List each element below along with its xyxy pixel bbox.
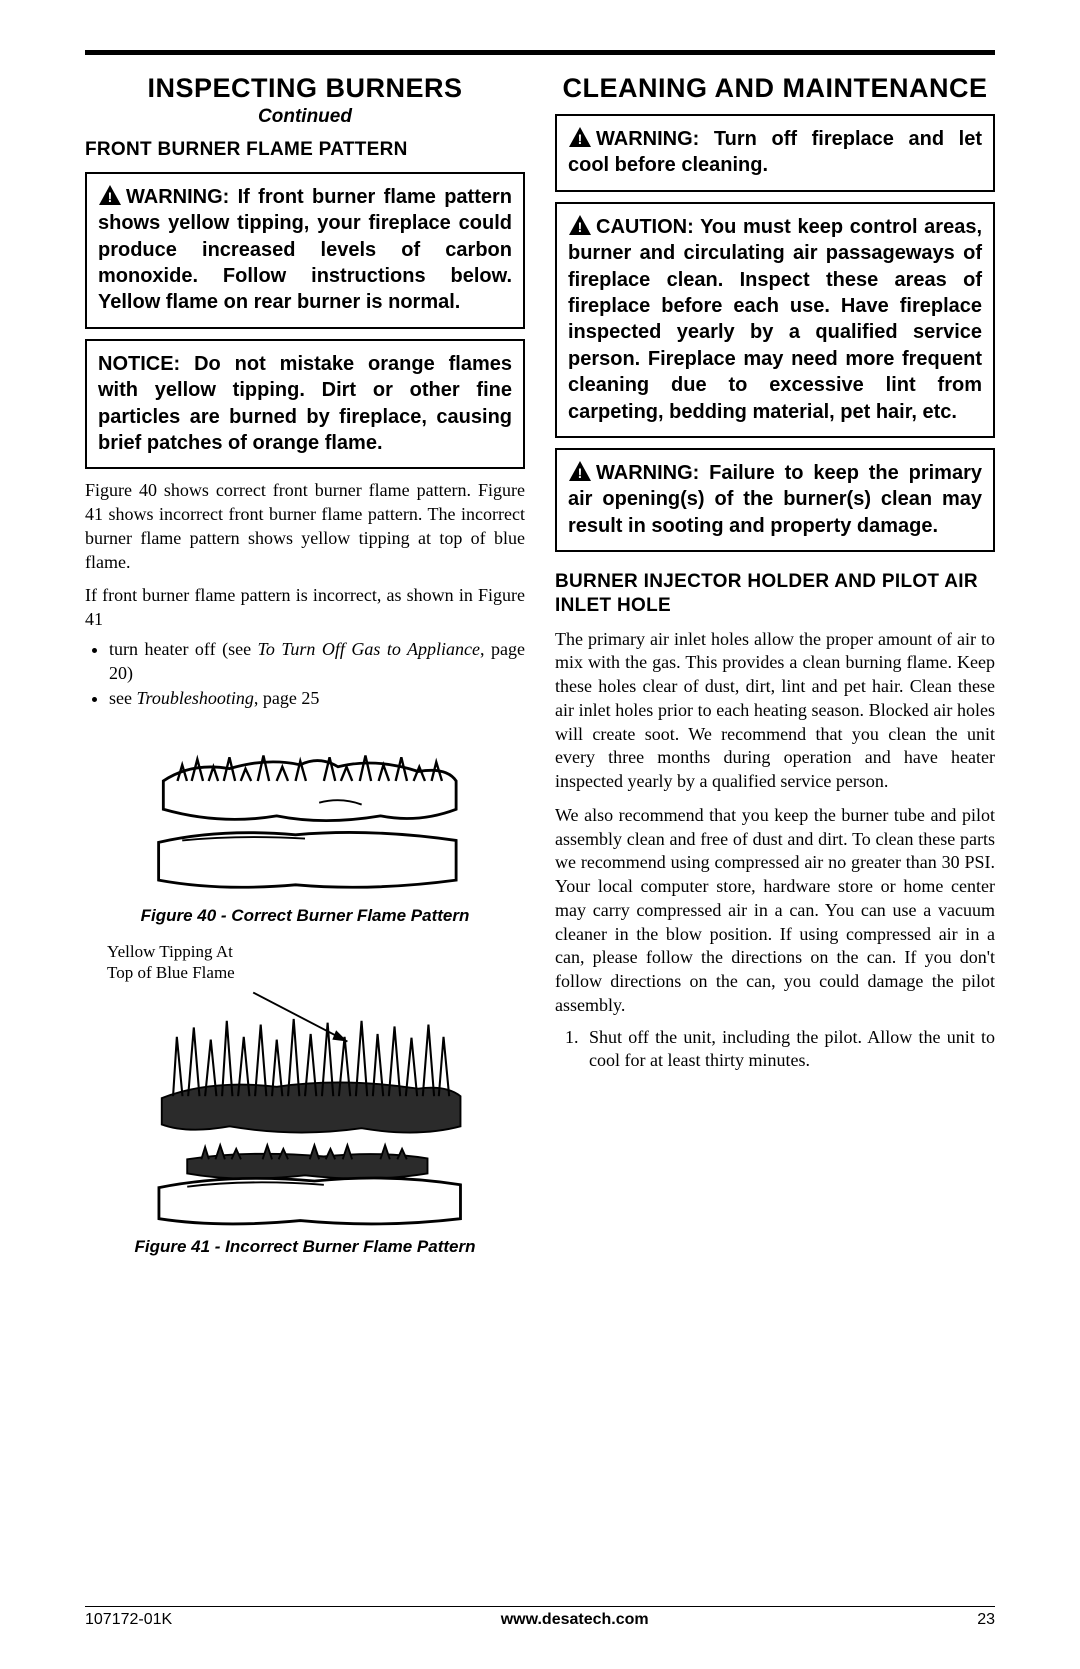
caution-text: CAUTION: You must keep control areas, bu… [568, 216, 982, 423]
svg-text:!: ! [578, 131, 583, 147]
section-title-inspecting: INSPECTING BURNERS [85, 73, 525, 104]
footer-page-number: 23 [977, 1611, 995, 1629]
right-column: CLEANING AND MAINTENANCE ! WARNING: Turn… [555, 73, 995, 1257]
warning-icon: ! [568, 460, 592, 482]
footer-doc-number: 107172-01K [85, 1611, 172, 1629]
subtitle-burner-injector: BURNER INJECTOR HOLDER AND PILOT AIR INL… [555, 570, 995, 618]
bullet1-italic: To Turn Off Gas to Appliance [258, 639, 480, 659]
notice-box-orange-flame: NOTICE: Do not mistake orange flames wit… [85, 339, 525, 470]
warning-icon: ! [98, 184, 122, 206]
warning-box-front-burner: ! WARNING: If front burner flame pattern… [85, 172, 525, 329]
svg-text:!: ! [108, 189, 113, 205]
warning-icon: ! [568, 126, 592, 148]
figure-40: Figure 40 - Correct Burner Flame Pattern [85, 729, 525, 926]
warning-text-primary-air: WARNING: Failure to keep the primary air… [568, 462, 982, 537]
bullet2-italic: Troubleshooting [136, 688, 253, 708]
subtitle-front-burner: FRONT BURNER FLAME PATTERN [85, 138, 525, 162]
bullet2-pre: see [109, 688, 136, 708]
step-item: Shut off the unit, including the pilot. … [583, 1026, 995, 1074]
warning-box-primary-air: ! WARNING: Failure to keep the primary a… [555, 448, 995, 552]
warning-box-turn-off: ! WARNING: Turn off fireplace and let co… [555, 114, 995, 192]
svg-text:!: ! [578, 219, 583, 235]
figure-41-annotation: Yellow Tipping At Top of Blue Flame [107, 942, 525, 983]
caution-box-keep-clean: ! CAUTION: You must keep control areas, … [555, 202, 995, 438]
bullet2-post: , page 25 [254, 688, 319, 708]
warning-text-turn-off: WARNING: Turn off fireplace and let cool… [568, 128, 982, 176]
step-1-text: Shut off the unit, including the pilot. … [589, 1027, 995, 1071]
body-para-figure-intro: Figure 40 shows correct front burner fla… [85, 479, 525, 574]
continued-label: Continued [85, 106, 525, 128]
notice-text: NOTICE: Do not mistake orange flames wit… [98, 353, 512, 454]
figure-41-caption: Figure 41 - Incorrect Burner Flame Patte… [85, 1236, 525, 1257]
body-para-compressed-air: We also recommend that you keep the burn… [555, 804, 995, 1018]
bullet1-pre: turn heater off (see [109, 639, 258, 659]
two-column-layout: INSPECTING BURNERS Continued FRONT BURNE… [85, 73, 995, 1257]
figure-41: Figure 41 - Incorrect Burner Flame Patte… [85, 985, 525, 1257]
svg-text:!: ! [578, 465, 583, 481]
section-title-cleaning: CLEANING AND MAINTENANCE [555, 73, 995, 104]
footer-url: www.desatech.com [501, 1611, 649, 1629]
figure-41-svg [135, 985, 475, 1230]
footer-rule [85, 1606, 995, 1607]
warning-icon: ! [568, 214, 592, 236]
list-item: turn heater off (see To Turn Off Gas to … [109, 638, 525, 686]
top-rule [85, 50, 995, 55]
warning-text-1: WARNING: If front burner flame pattern s… [98, 186, 512, 314]
bullet-list: turn heater off (see To Turn Off Gas to … [85, 638, 525, 711]
left-column: INSPECTING BURNERS Continued FRONT BURNE… [85, 73, 525, 1257]
figure-40-caption: Figure 40 - Correct Burner Flame Pattern [85, 905, 525, 926]
list-item: see Troubleshooting, page 25 [109, 687, 525, 711]
page-footer: 107172-01K www.desatech.com 23 [85, 1606, 995, 1629]
body-para-incorrect-intro: If front burner flame pattern is incorre… [85, 584, 525, 632]
numbered-steps: Shut off the unit, including the pilot. … [555, 1026, 995, 1074]
body-para-air-inlet: The primary air inlet holes allow the pr… [555, 628, 995, 794]
figure-40-svg [135, 729, 475, 899]
